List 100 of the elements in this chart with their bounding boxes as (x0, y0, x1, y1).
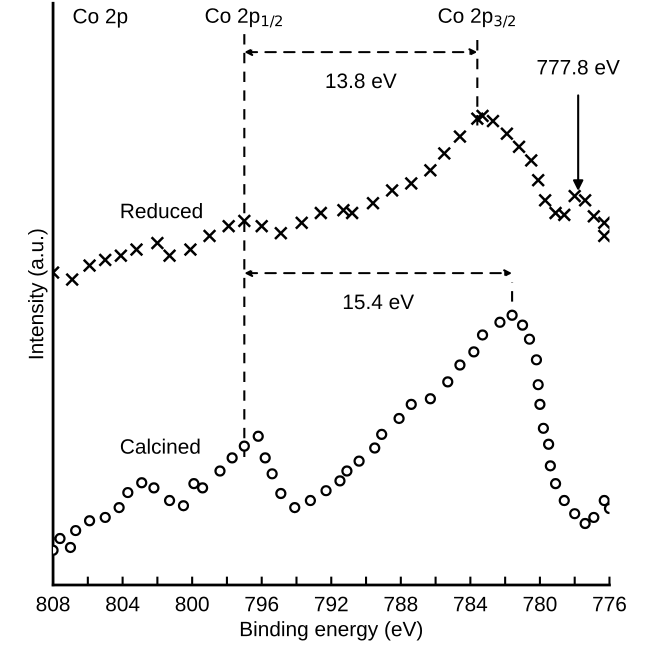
point (226, 452, 238, 464)
point (294, 216, 309, 230)
point (150, 236, 164, 250)
point (266, 468, 278, 480)
series-label: Calcined (120, 438, 200, 454)
point (376, 428, 388, 440)
point (512, 140, 526, 154)
point (393, 412, 405, 424)
point (586, 209, 601, 224)
point (385, 183, 400, 198)
point (544, 460, 556, 472)
point (486, 114, 500, 128)
x-tick-label: 800 (176, 596, 209, 612)
text: 13.8 eV (326, 73, 397, 88)
point (202, 228, 217, 244)
ref-line-label: Co 2p$_{1/2}$ (206, 8, 282, 28)
point (100, 512, 111, 524)
point (476, 329, 488, 341)
point (598, 494, 610, 506)
point (532, 379, 544, 390)
point (442, 376, 454, 388)
point (470, 112, 484, 126)
point (437, 146, 452, 160)
ref-line-label: Co 2p$_{3/2}$ (438, 8, 515, 28)
point (214, 465, 226, 477)
point (569, 508, 580, 520)
point (82, 258, 97, 273)
point (341, 465, 353, 477)
point (538, 193, 552, 208)
point (475, 108, 490, 123)
point (314, 206, 328, 220)
point (500, 126, 514, 141)
point (366, 196, 380, 210)
point (129, 242, 144, 257)
point (530, 354, 542, 366)
point (70, 524, 82, 536)
x-tick-label: 796 (245, 596, 278, 612)
point (275, 488, 286, 500)
point (531, 173, 546, 188)
point (98, 252, 112, 267)
x-tick-label: 808 (36, 596, 70, 612)
point (260, 452, 271, 464)
point (54, 532, 66, 544)
point (588, 512, 600, 524)
y-axis-title: Intensity (a.u.) (28, 229, 48, 358)
point (65, 272, 80, 287)
point (524, 153, 538, 168)
point (550, 478, 562, 490)
point (162, 248, 177, 263)
x-tick-label: 776 (593, 596, 626, 612)
point (304, 494, 316, 506)
point (404, 176, 418, 191)
x-tick-label: 780 (524, 596, 556, 612)
point (64, 542, 76, 554)
point (148, 482, 160, 494)
point (178, 500, 190, 512)
point (114, 248, 128, 263)
annotation: 15.4 eV (344, 294, 414, 310)
point (580, 518, 591, 530)
point (406, 398, 417, 410)
point (252, 430, 264, 442)
point (84, 515, 96, 526)
point (136, 477, 148, 488)
x-axis-title: Binding energy (eV) (240, 621, 422, 640)
annotation: 777.8 eV (538, 60, 620, 75)
point (114, 502, 125, 514)
point (196, 482, 208, 494)
text: Co 2p (74, 8, 128, 28)
point (289, 502, 300, 514)
point (320, 485, 332, 496)
point (468, 346, 480, 358)
point (516, 320, 528, 331)
series-label: Reduced (122, 203, 202, 218)
point (237, 214, 252, 228)
point (452, 129, 467, 144)
point (494, 316, 506, 328)
point (558, 494, 570, 506)
point (334, 475, 346, 486)
x-tick-label: 804 (106, 596, 140, 612)
point (238, 440, 250, 452)
point (122, 486, 134, 498)
x-tick-label: 792 (314, 596, 348, 612)
point (164, 494, 176, 506)
x-tick-label: 788 (384, 596, 418, 612)
point (454, 359, 466, 371)
point (524, 334, 536, 345)
point (543, 438, 554, 450)
point (353, 456, 365, 467)
point (369, 442, 380, 454)
point (274, 226, 288, 240)
point (222, 219, 236, 234)
point (506, 310, 518, 321)
x-tick-label: 784 (454, 596, 488, 612)
point (183, 242, 198, 257)
point (538, 422, 550, 434)
point (424, 393, 436, 404)
point (188, 478, 200, 490)
point (254, 219, 269, 234)
point (423, 163, 438, 178)
point (534, 398, 546, 410)
